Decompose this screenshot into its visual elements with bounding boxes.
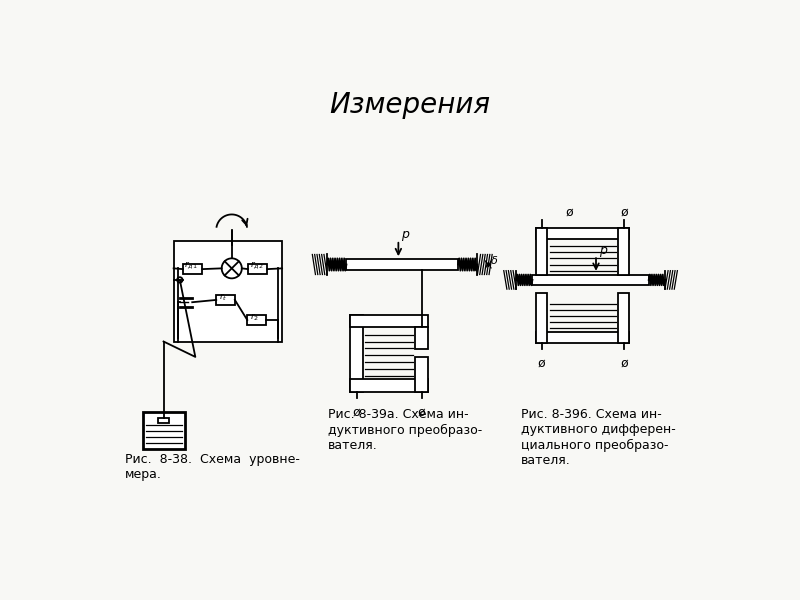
Text: Рис. 8-396. Схема ин-
дуктивного дифферен-
циального преобразо-
вателя.: Рис. 8-396. Схема ин- дуктивного диффере… bbox=[521, 409, 675, 467]
Text: δ: δ bbox=[490, 256, 498, 266]
Text: ø: ø bbox=[538, 357, 546, 370]
Text: р: р bbox=[599, 244, 607, 257]
Text: $r_t$: $r_t$ bbox=[219, 292, 228, 303]
Text: ø: ø bbox=[353, 406, 360, 418]
Bar bbox=[533, 275, 649, 285]
Bar bbox=[247, 316, 266, 325]
Text: ø: ø bbox=[620, 205, 628, 218]
Bar bbox=[618, 293, 630, 343]
Bar bbox=[158, 418, 169, 423]
Text: Рис. 8-39а. Схема ин-
дуктивного преобразо-
вателя.: Рис. 8-39а. Схема ин- дуктивного преобра… bbox=[328, 409, 482, 452]
Circle shape bbox=[222, 259, 242, 278]
Bar bbox=[174, 241, 282, 341]
Text: ø: ø bbox=[418, 406, 426, 418]
Text: ø: ø bbox=[620, 357, 628, 370]
Bar bbox=[618, 229, 630, 275]
Text: $r_{д1}$: $r_{д1}$ bbox=[185, 260, 198, 271]
Text: ø: ø bbox=[566, 205, 574, 218]
Bar bbox=[183, 264, 202, 274]
Bar bbox=[536, 332, 630, 343]
Bar bbox=[142, 412, 186, 449]
Bar bbox=[536, 293, 547, 343]
Circle shape bbox=[177, 277, 182, 283]
Bar bbox=[415, 327, 428, 349]
Text: $r_{д2}$: $r_{д2}$ bbox=[250, 260, 263, 271]
Text: Рис.  8-38.  Схема  уровне-
мера.: Рис. 8-38. Схема уровне- мера. bbox=[125, 453, 300, 481]
Bar bbox=[415, 357, 428, 392]
Text: $r_2$: $r_2$ bbox=[250, 311, 259, 323]
Text: р: р bbox=[401, 227, 409, 241]
Bar bbox=[350, 314, 428, 327]
Bar bbox=[350, 379, 428, 392]
Bar bbox=[248, 264, 267, 274]
Text: Измерения: Измерения bbox=[330, 91, 490, 119]
Bar bbox=[536, 229, 547, 275]
Bar bbox=[216, 295, 235, 305]
Bar bbox=[536, 229, 630, 239]
Bar bbox=[346, 259, 458, 270]
Bar bbox=[350, 314, 362, 392]
